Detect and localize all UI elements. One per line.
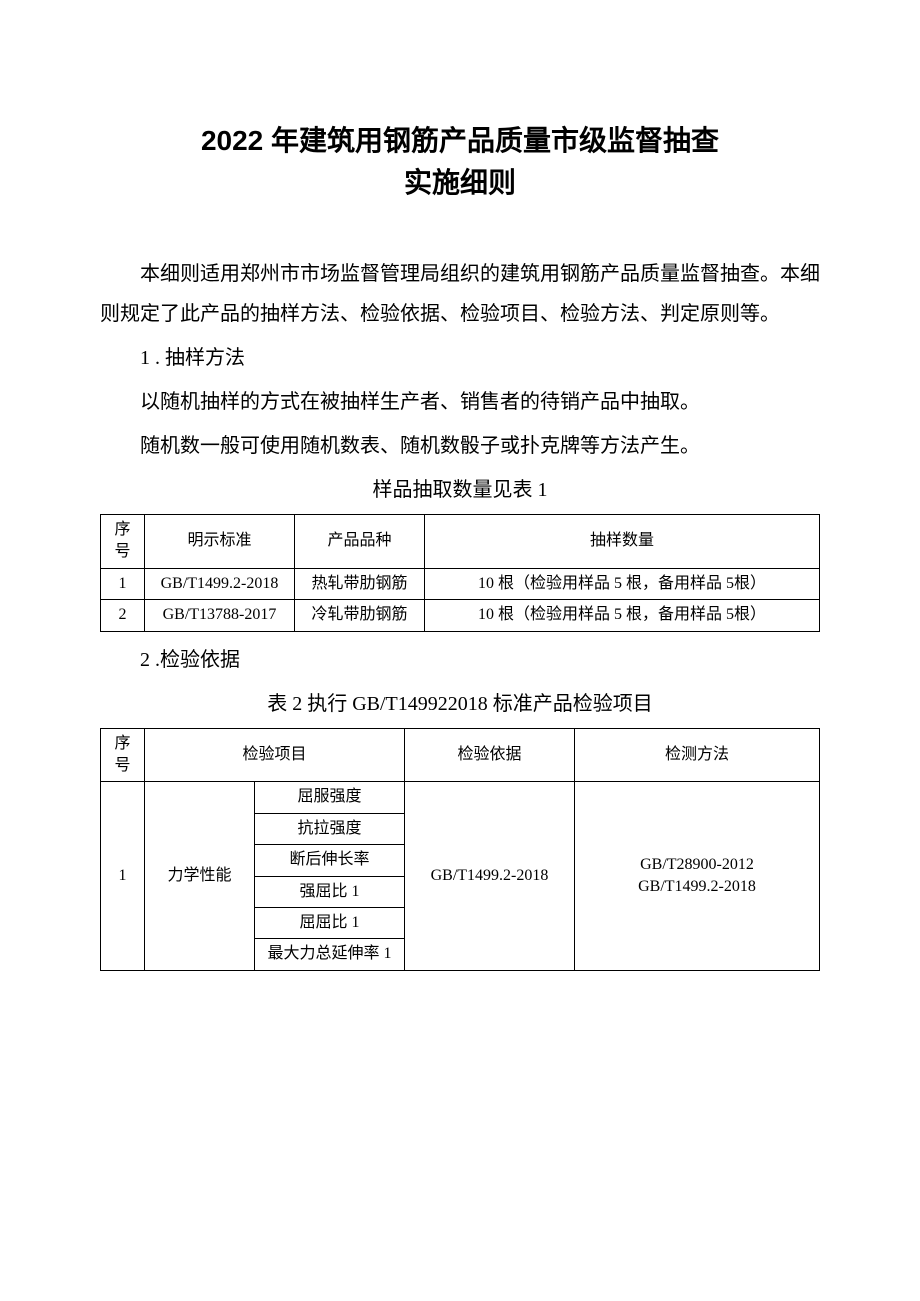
table-1-cell: GB/T1499.2-2018 <box>145 568 295 599</box>
table-row: 1 GB/T1499.2-2018 热轧带肋钢筋 10 根（检验用样品 5 根，… <box>101 568 820 599</box>
table-1-header-std: 明示标准 <box>145 515 295 569</box>
table-1-cell: 10 根（检验用样品 5 根，备用样品 5根） <box>425 600 820 631</box>
table-2-cell-basis: GB/T1499.2-2018 <box>405 782 575 970</box>
table-2-header-item: 检验项目 <box>145 728 405 782</box>
table-row: 序号 检验项目 检验依据 检测方法 <box>101 728 820 782</box>
intro-paragraph: 本细则适用郑州市市场监督管理局组织的建筑用钢筋产品质量监督抽查。本细则规定了此产… <box>100 254 820 334</box>
table-1-caption: 样品抽取数量见表 1 <box>100 470 820 510</box>
table-1-cell: 10 根（检验用样品 5 根，备用样品 5根） <box>425 568 820 599</box>
title-line-2: 实施细则 <box>404 167 516 198</box>
table-2-cell-subitem: 强屈比 1 <box>255 876 405 907</box>
table-2-cell-subitem: 最大力总延伸率 1 <box>255 939 405 970</box>
method-line-1: GB/T28900-2012 <box>640 856 754 873</box>
table-2-cell-group: 力学性能 <box>145 782 255 970</box>
table-1-cell: 1 <box>101 568 145 599</box>
table-2-header-method: 检测方法 <box>575 728 820 782</box>
section-2-heading: 2 .检验依据 <box>100 640 820 680</box>
title-line-1: 2022 年建筑用钢筋产品质量市级监督抽查 <box>201 125 719 156</box>
table-2-cell-seq: 1 <box>101 782 145 970</box>
table-2-cell-subitem: 断后伸长率 <box>255 845 405 876</box>
table-1: 序号 明示标准 产品品种 抽样数量 1 GB/T1499.2-2018 热轧带肋… <box>100 514 820 632</box>
method-line-2: GB/T1499.2-2018 <box>638 878 756 895</box>
table-2-header-seq: 序号 <box>101 728 145 782</box>
table-1-cell: 2 <box>101 600 145 631</box>
table-1-header-prod: 产品品种 <box>295 515 425 569</box>
table-1-cell: 热轧带肋钢筋 <box>295 568 425 599</box>
document-page: 2022 年建筑用钢筋产品质量市级监督抽查 实施细则 本细则适用郑州市市场监督管… <box>0 0 920 1039</box>
table-2-caption: 表 2 执行 GB/T14992­2018 标准产品检验项目 <box>100 684 820 724</box>
table-2-cell-subitem: 屈服强度 <box>255 782 405 813</box>
table-2: 序号 检验项目 检验依据 检测方法 1 力学性能 屈服强度 GB/T1499.2… <box>100 728 820 971</box>
table-1-header-seq: 序号 <box>101 515 145 569</box>
table-2-header-basis: 检验依据 <box>405 728 575 782</box>
table-2-cell-method: GB/T28900-2012 GB/T1499.2-2018 <box>575 782 820 970</box>
section-1-paragraph-2: 随机数一般可使用随机数表、随机数骰子或扑克牌等方法产生。 <box>100 426 820 466</box>
table-2-cell-subitem: 屈屈比 1 <box>255 907 405 938</box>
table-row: 1 力学性能 屈服强度 GB/T1499.2-2018 GB/T28900-20… <box>101 782 820 813</box>
section-1-heading: 1 . 抽样方法 <box>100 338 820 378</box>
table-2-cell-subitem: 抗拉强度 <box>255 813 405 844</box>
table-1-cell: GB/T13788-2017 <box>145 600 295 631</box>
table-1-header-qty: 抽样数量 <box>425 515 820 569</box>
table-row: 序号 明示标准 产品品种 抽样数量 <box>101 515 820 569</box>
table-1-cell: 冷轧带肋钢筋 <box>295 600 425 631</box>
table-row: 2 GB/T13788-2017 冷轧带肋钢筋 10 根（检验用样品 5 根，备… <box>101 600 820 631</box>
document-title: 2022 年建筑用钢筋产品质量市级监督抽查 实施细则 <box>100 120 820 204</box>
section-1-paragraph-1: 以随机抽样的方式在被抽样生产者、销售者的待销产品中抽取。 <box>100 382 820 422</box>
